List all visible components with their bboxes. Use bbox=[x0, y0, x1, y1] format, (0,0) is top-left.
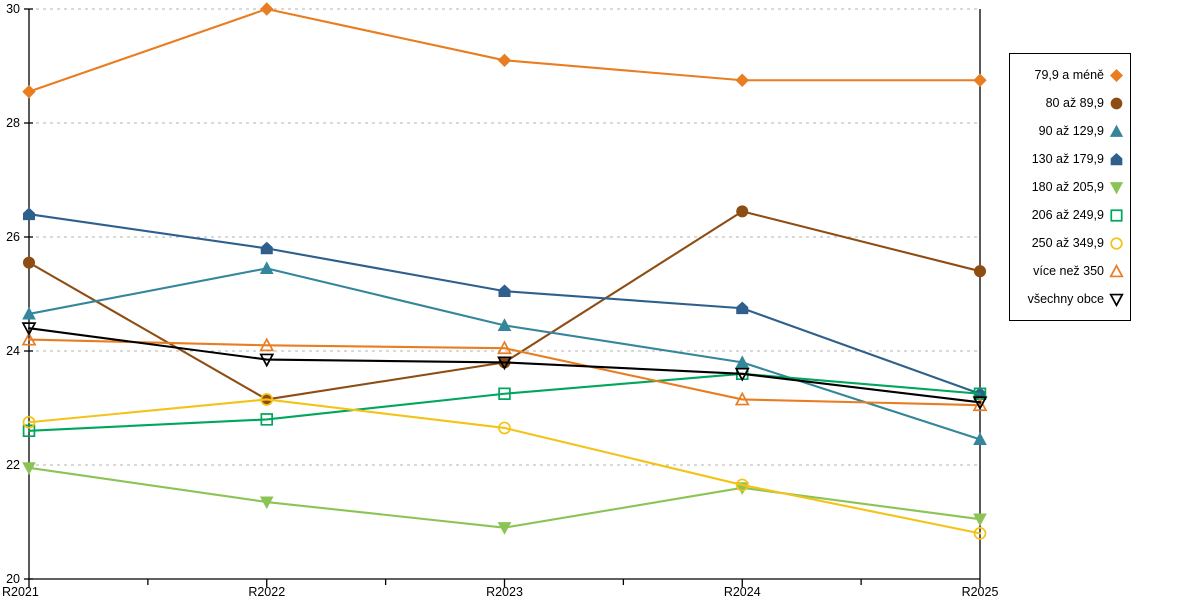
legend-label: všechny obce bbox=[1027, 292, 1104, 306]
triangle-up-marker-icon bbox=[973, 432, 987, 445]
pentagon-marker-icon bbox=[498, 284, 511, 298]
pentagon-marker-icon bbox=[736, 301, 749, 315]
triangle-down-marker-icon bbox=[259, 496, 274, 510]
circle-marker-icon bbox=[973, 265, 987, 278]
legend-label: 250 až 349,9 bbox=[1031, 236, 1104, 250]
open-circle-marker-icon bbox=[1110, 236, 1123, 250]
open-triangle-down-marker-icon bbox=[259, 353, 275, 368]
open-triangle-down-marker-icon bbox=[1109, 293, 1124, 307]
series-line bbox=[27, 210, 982, 401]
y-tick-label: 30 bbox=[6, 2, 20, 16]
y-tick-label: 26 bbox=[6, 230, 20, 244]
legend-marker bbox=[1109, 263, 1124, 277]
legend-marker bbox=[1109, 124, 1124, 137]
triangle-down-marker-icon bbox=[22, 462, 36, 475]
legend-label: 206 až 249,9 bbox=[1031, 208, 1104, 222]
triangle-down-marker-icon bbox=[973, 513, 987, 527]
legend-marker bbox=[1109, 293, 1124, 307]
triangle-down-marker-icon bbox=[497, 522, 512, 535]
diamond-marker-icon bbox=[973, 73, 987, 87]
open-circle-marker-icon bbox=[973, 527, 987, 540]
pentagon-marker-icon bbox=[22, 207, 36, 221]
legend-item: 250 až 349,9 bbox=[1014, 230, 1124, 256]
legend-label: 90 až 129,9 bbox=[1038, 124, 1104, 138]
triangle-down-marker-icon bbox=[1109, 181, 1124, 194]
open-triangle-up-marker-icon bbox=[259, 337, 275, 352]
open-circle-marker-icon bbox=[498, 421, 511, 435]
x-tick-label: R2025 bbox=[962, 585, 999, 599]
y-tick-label: 22 bbox=[6, 458, 20, 472]
legend-item: 79,9 a méně bbox=[1014, 62, 1124, 88]
legend-item: 90 až 129,9 bbox=[1014, 118, 1124, 144]
open-triangle-down-marker-icon bbox=[734, 367, 750, 382]
legend-item: 80 až 89,9 bbox=[1014, 90, 1124, 116]
open-triangle-down-marker-icon bbox=[972, 396, 988, 411]
legend-label: 130 až 179,9 bbox=[1031, 152, 1104, 166]
chart-legend: 79,9 a méně 80 až 89,9 90 až 129,9 130 až 1… bbox=[1009, 53, 1131, 321]
legend-item: 206 až 249,9 bbox=[1014, 202, 1124, 228]
x-tick-label: R2023 bbox=[486, 585, 523, 599]
legend-item: všechny obce bbox=[1014, 286, 1124, 312]
open-triangle-down-marker-icon bbox=[21, 322, 37, 336]
diamond-marker-icon bbox=[260, 2, 274, 16]
open-square-marker-icon bbox=[260, 413, 273, 426]
y-tick-label: 28 bbox=[6, 116, 20, 130]
legend-marker bbox=[1110, 208, 1123, 222]
legend-marker bbox=[1110, 236, 1123, 250]
circle-marker-icon bbox=[22, 256, 36, 269]
x-tick-label: R2024 bbox=[724, 585, 761, 599]
legend-item: více než 350 bbox=[1014, 258, 1124, 284]
legend-item: 180 až 205,9 bbox=[1014, 174, 1124, 200]
series-line bbox=[27, 338, 982, 407]
legend-marker bbox=[1109, 181, 1124, 194]
diamond-marker-icon bbox=[1109, 68, 1124, 82]
open-square-marker-icon bbox=[498, 387, 511, 400]
open-triangle-up-marker-icon bbox=[497, 340, 512, 355]
open-triangle-up-marker-icon bbox=[734, 391, 750, 406]
x-tick-label: R2021 bbox=[2, 585, 39, 599]
triangle-up-marker-icon bbox=[259, 261, 274, 274]
legend-marker bbox=[1110, 97, 1123, 109]
pentagon-marker-icon bbox=[260, 241, 273, 255]
open-circle-marker-icon bbox=[260, 393, 274, 406]
series-line bbox=[27, 7, 982, 93]
triangle-up-marker-icon bbox=[1109, 124, 1124, 137]
series-line bbox=[27, 372, 982, 432]
series-line bbox=[27, 398, 982, 535]
circle-marker-icon bbox=[736, 205, 749, 218]
open-triangle-up-marker-icon bbox=[1109, 263, 1124, 277]
open-triangle-down-marker-icon bbox=[497, 356, 512, 371]
open-square-marker-icon bbox=[22, 424, 36, 438]
series-line bbox=[27, 327, 982, 404]
triangle-up-marker-icon bbox=[22, 306, 36, 320]
open-triangle-up-marker-icon bbox=[972, 397, 988, 412]
y-tick-label: 24 bbox=[6, 344, 20, 358]
series-line bbox=[27, 466, 982, 529]
legend-label: 79,9 a méně bbox=[1034, 68, 1105, 82]
diamond-marker-icon bbox=[22, 84, 36, 99]
triangle-up-marker-icon bbox=[497, 318, 512, 331]
diamond-marker-icon bbox=[497, 53, 512, 68]
triangle-up-marker-icon bbox=[735, 355, 750, 368]
legend-label: 180 až 205,9 bbox=[1031, 180, 1104, 194]
open-circle-marker-icon bbox=[22, 415, 36, 429]
legend-label: více než 350 bbox=[1033, 264, 1104, 278]
legend-marker bbox=[1110, 152, 1123, 165]
open-triangle-up-marker-icon bbox=[21, 331, 37, 346]
y-tick-label: 20 bbox=[6, 572, 20, 586]
open-circle-marker-icon bbox=[735, 478, 749, 492]
legend-item: 130 až 179,9 bbox=[1014, 146, 1124, 172]
pentagon-marker-icon bbox=[1110, 152, 1123, 165]
open-square-marker-icon bbox=[1110, 208, 1123, 222]
circle-marker-icon bbox=[1110, 97, 1123, 109]
legend-label: 80 až 89,9 bbox=[1045, 96, 1104, 110]
legend-marker bbox=[1109, 68, 1124, 82]
diamond-marker-icon bbox=[735, 73, 749, 87]
x-tick-label: R2022 bbox=[248, 585, 285, 599]
